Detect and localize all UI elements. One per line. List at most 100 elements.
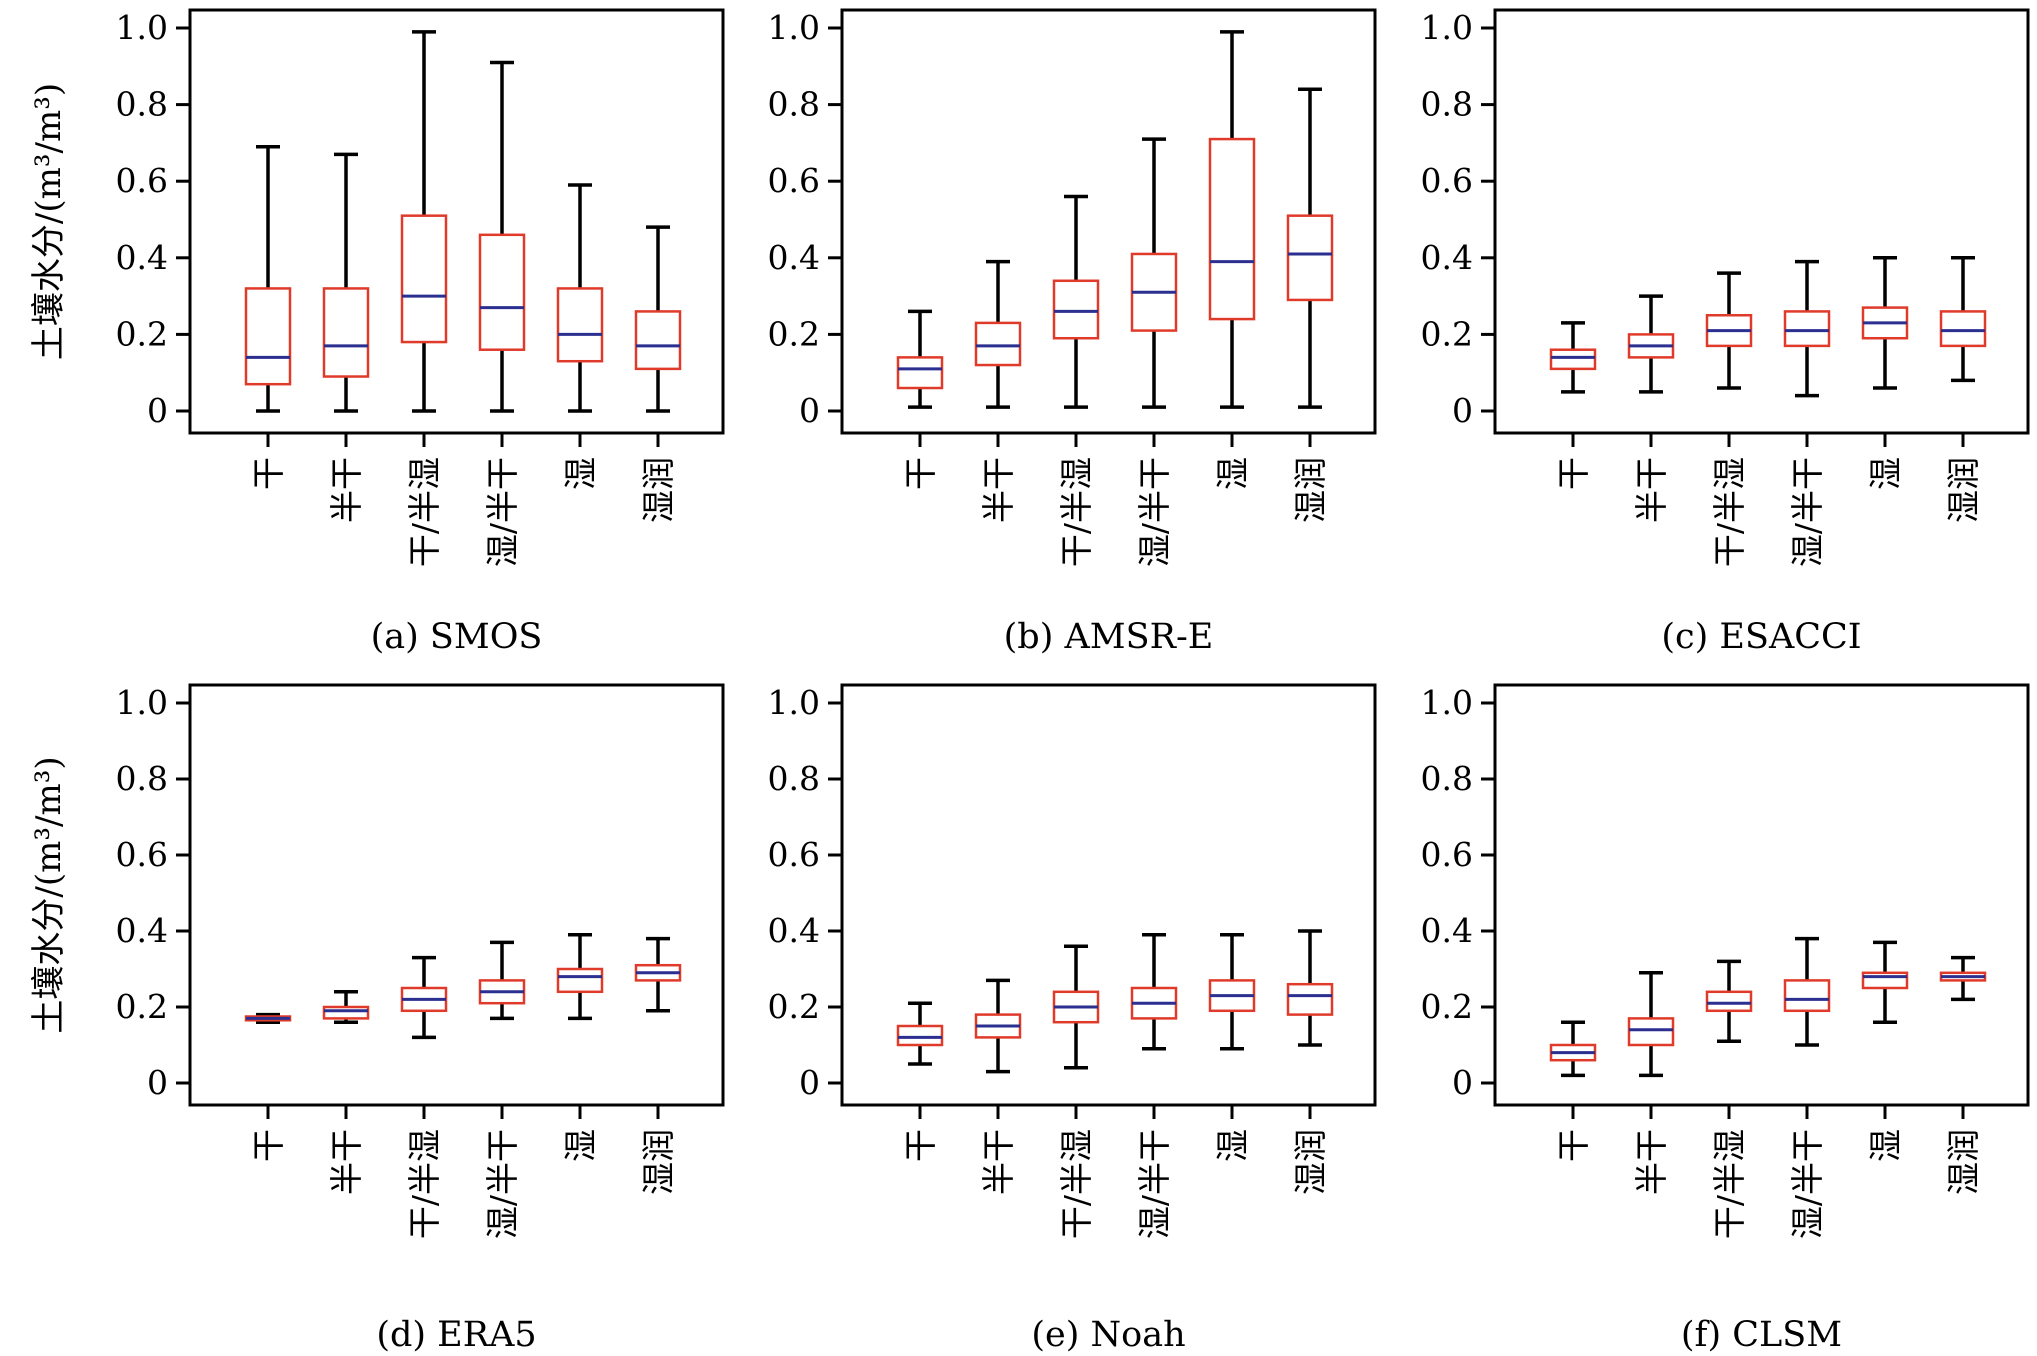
category-label: 干 (1554, 1129, 1593, 1162)
y-tick-label: 1.0 (1421, 8, 1473, 47)
y-tick-label: 0.2 (1421, 314, 1473, 353)
y-tick-label: 0.6 (1421, 161, 1473, 200)
y-tick-label: 0.4 (768, 911, 820, 950)
panel-5: 0 0.2 0.4 0.6 0.8 1.0 干 半干 干/半湿 湿/半干 湿 湿润 (e) Noah (768, 683, 1377, 1355)
y-tick-label: 0.4 (768, 238, 820, 277)
category-label: 湿/半干 (483, 457, 522, 567)
category-label: 半干 (1632, 457, 1671, 523)
y-tick-label: 0.4 (116, 911, 168, 950)
panel-4: 0 0.2 0.4 0.6 0.8 1.0 土壤水分/(m³/m³) 干 半干 干/半湿 湿/半干 湿… (29, 683, 725, 1355)
plot-frame (840, 683, 1377, 1107)
box-3 (1052, 944, 1100, 1070)
category-label: 干 (1554, 457, 1593, 490)
box-3 (400, 30, 448, 413)
category-label: 干/半湿 (1057, 1129, 1096, 1239)
box-3 (1705, 959, 1753, 1043)
box-5 (556, 933, 604, 1021)
box-4 (1130, 137, 1178, 409)
category-label: 湿/半干 (1135, 457, 1174, 567)
box-2 (322, 990, 370, 1024)
category-label: 干 (901, 1129, 940, 1162)
iqr-box (1286, 214, 1334, 302)
box-3 (1052, 194, 1100, 409)
panel-3: 0 0.2 0.4 0.6 0.8 1.0 干 半干 干/半湿 湿/半干 湿 湿润 (c) ESACCI (1421, 8, 2030, 657)
y-tick-label: 0 (799, 391, 820, 430)
panel-title: (d) ERA5 (376, 1315, 536, 1355)
y-tick-label: 0.2 (116, 314, 168, 353)
plot-frame (188, 8, 725, 435)
category-label: 湿 (1213, 1129, 1252, 1162)
box-2 (1627, 294, 1675, 394)
box-4 (478, 940, 526, 1021)
category-label: 半干 (327, 1129, 366, 1195)
box-1 (896, 309, 944, 409)
iqr-box (1939, 310, 1987, 348)
plot-frame (1493, 683, 2030, 1107)
y-tick-label: 0.4 (1421, 911, 1473, 950)
y-tick-label: 0.6 (768, 835, 820, 874)
iqr-box (556, 287, 604, 363)
panel-title: (a) SMOS (371, 617, 543, 657)
y-tick-label: 0.4 (1421, 238, 1473, 277)
category-label: 半干 (1632, 1129, 1671, 1195)
category-label: 湿/半干 (1788, 457, 1827, 567)
y-tick-label: 0.2 (116, 987, 168, 1026)
iqr-box (322, 287, 370, 378)
panel-title: (f) CLSM (1681, 1315, 1842, 1355)
y-tick-label: 0.8 (1421, 759, 1473, 798)
iqr-box (322, 1005, 370, 1020)
y-tick-label: 0 (799, 1063, 820, 1102)
category-label: 湿润 (1291, 457, 1330, 523)
box-5 (1208, 30, 1256, 409)
category-label: 干/半湿 (405, 1129, 444, 1239)
panel-2: 0 0.2 0.4 0.6 0.8 1.0 干 半干 干/半湿 湿/半干 湿 湿润 (b) AMSR-E (768, 8, 1377, 657)
box-4 (1783, 936, 1831, 1047)
category-label: 干/半湿 (405, 457, 444, 567)
box-2 (974, 978, 1022, 1074)
box-3 (1705, 271, 1753, 390)
y-tick-label: 1.0 (768, 8, 820, 47)
y-tick-label: 0.8 (116, 85, 168, 124)
plot-frame (1493, 8, 2030, 435)
plot-frame (188, 683, 725, 1107)
box-5 (1208, 933, 1256, 1051)
category-label: 湿润 (1944, 457, 1983, 523)
category-label: 半干 (979, 457, 1018, 523)
box-5 (1861, 940, 1909, 1024)
panel-title: (c) ESACCI (1661, 617, 1861, 657)
y-axis-label: 土壤水分/(m³/m³) (29, 83, 69, 360)
y-tick-label: 0 (147, 391, 168, 430)
panel-1: 0 0.2 0.4 0.6 0.8 1.0 土壤水分/(m³/m³) 干 半干 干/半湿 湿/半干 湿… (29, 8, 725, 657)
iqr-box (896, 1024, 944, 1047)
iqr-box (1705, 990, 1753, 1013)
box-1 (1549, 1020, 1597, 1078)
y-tick-label: 0.6 (768, 161, 820, 200)
iqr-box (1208, 137, 1256, 321)
category-label: 湿润 (639, 457, 678, 523)
y-tick-label: 0.6 (116, 161, 168, 200)
y-tick-label: 0.6 (116, 835, 168, 874)
box-6 (1286, 929, 1334, 1047)
box-6 (1939, 256, 1987, 383)
box-1 (244, 1012, 292, 1024)
box-4 (1130, 933, 1178, 1051)
category-label: 半干 (979, 1129, 1018, 1195)
box-5 (1861, 256, 1909, 390)
iqr-box (478, 233, 526, 351)
y-tick-label: 1.0 (116, 683, 168, 722)
iqr-box (974, 321, 1022, 367)
y-tick-label: 0.8 (768, 85, 820, 124)
y-tick-label: 0.8 (116, 759, 168, 798)
category-label: 湿/半干 (1788, 1129, 1827, 1239)
y-tick-label: 0.6 (1421, 835, 1473, 874)
y-tick-label: 0.2 (768, 987, 820, 1026)
iqr-box (634, 310, 682, 371)
iqr-box (896, 356, 944, 390)
box-2 (1627, 971, 1675, 1078)
box-5 (556, 183, 604, 413)
category-label: 湿 (1866, 1129, 1905, 1162)
category-label: 湿/半干 (483, 1129, 522, 1239)
iqr-box (1627, 1017, 1675, 1047)
iqr-box (556, 967, 604, 994)
